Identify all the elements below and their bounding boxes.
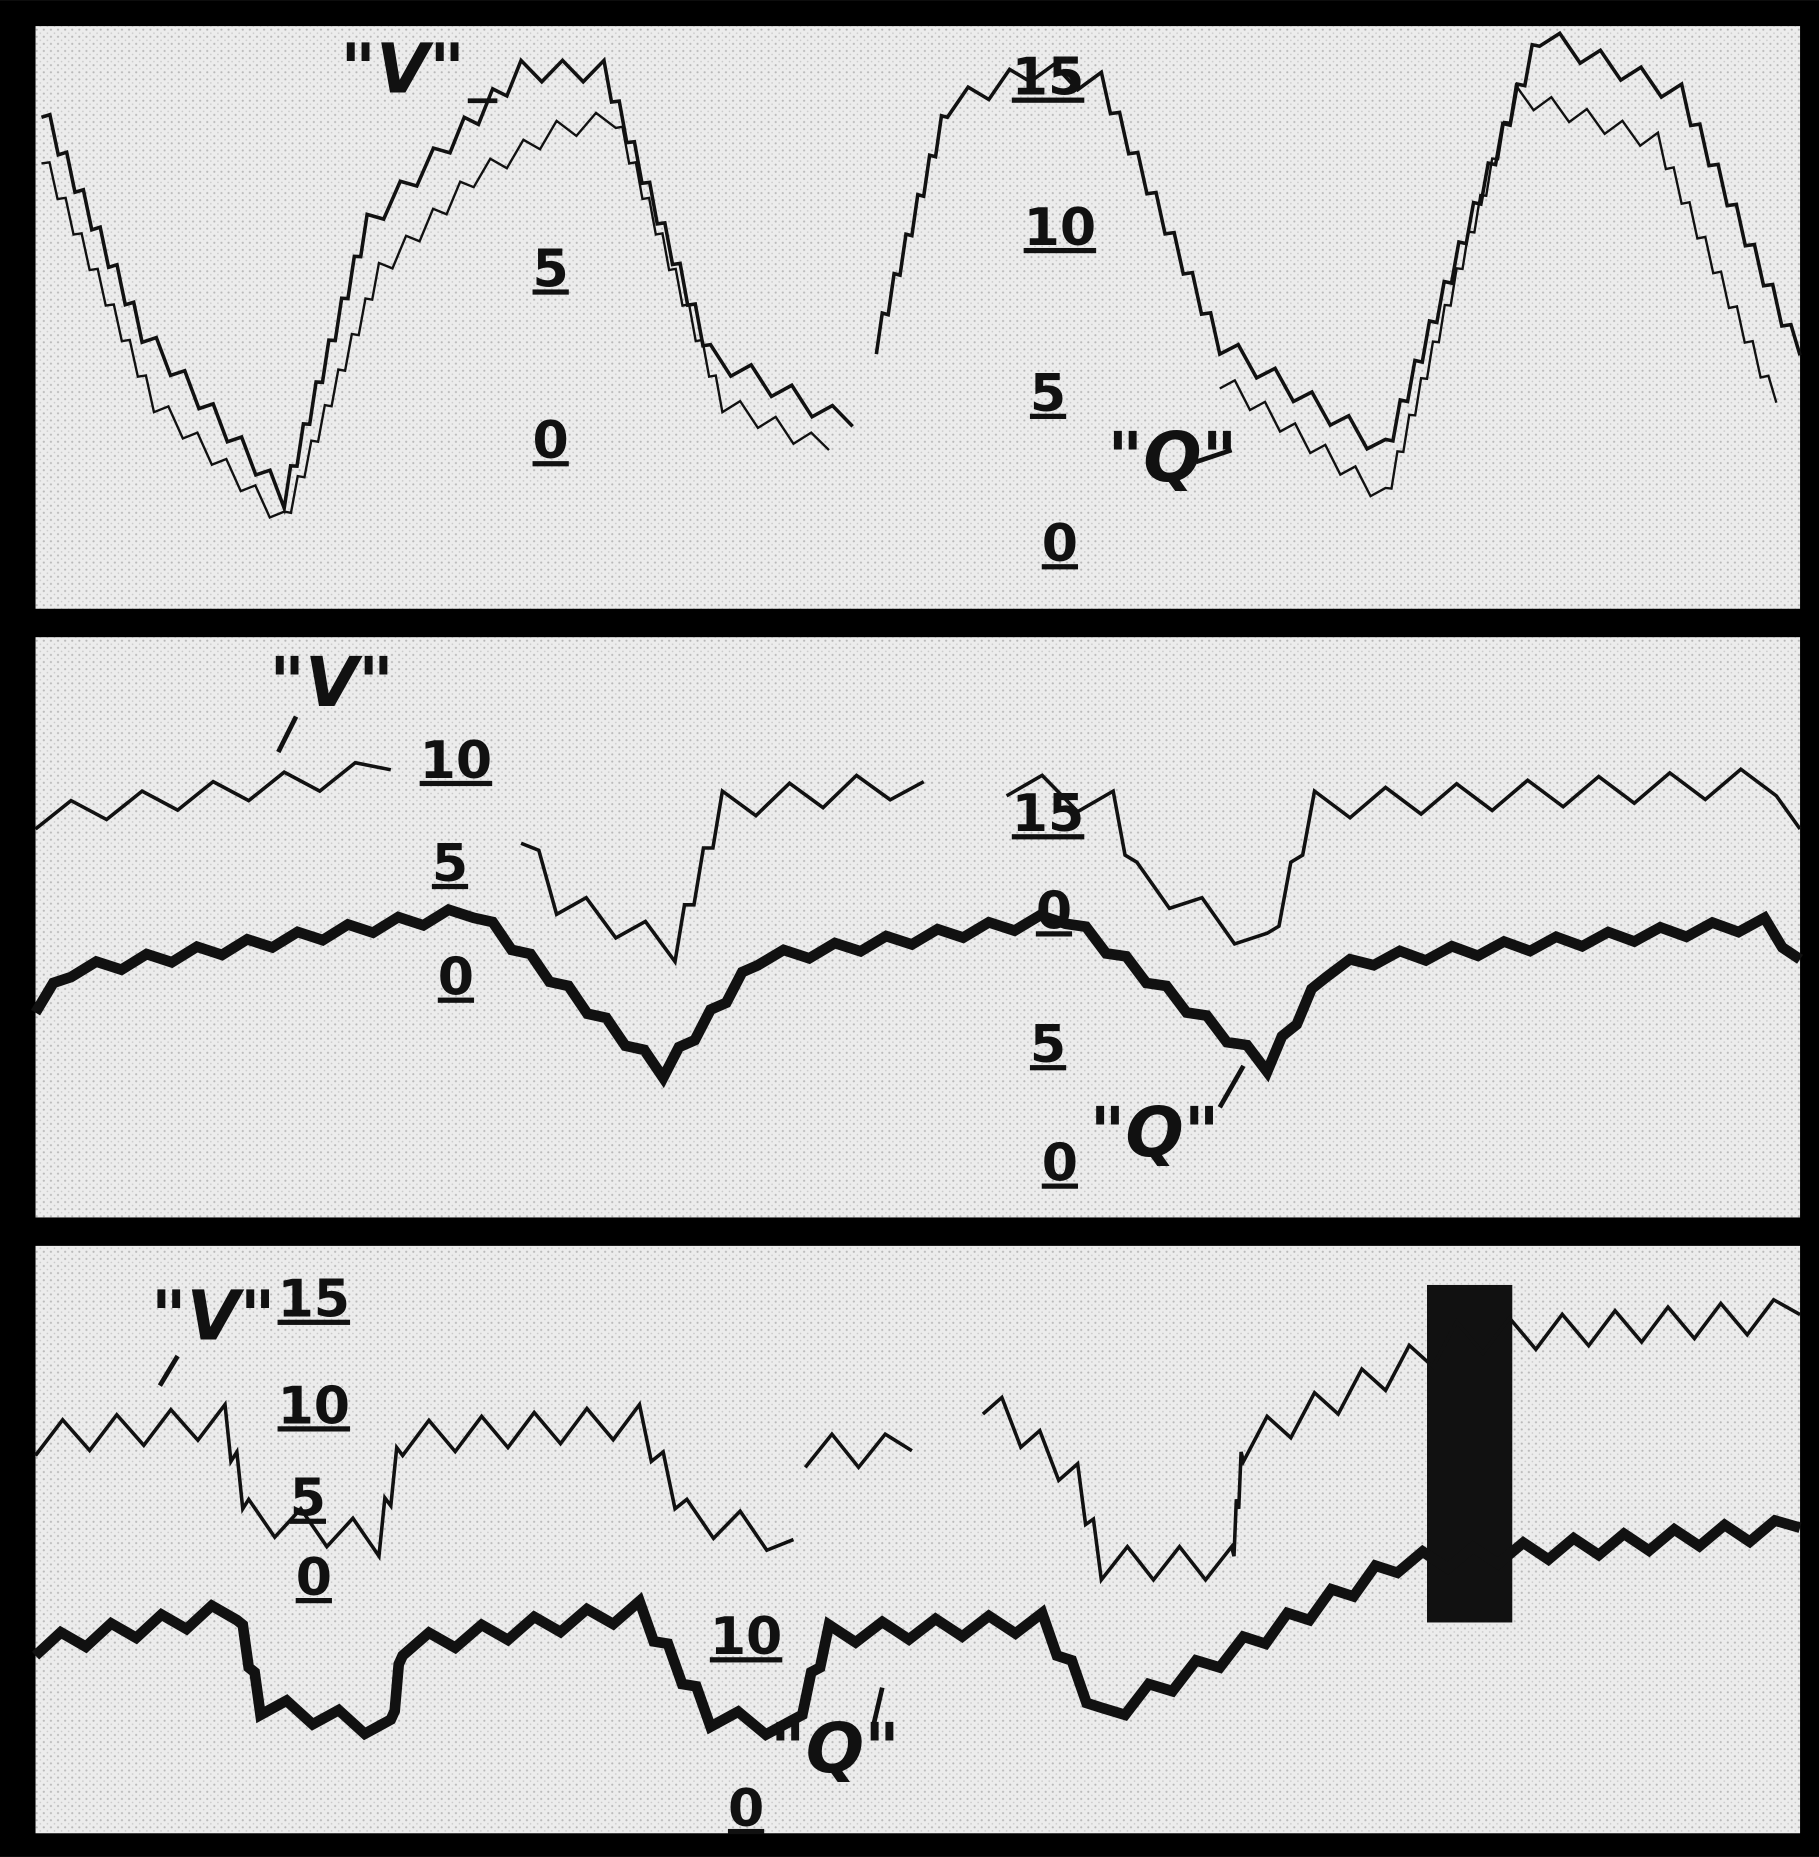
scale-label: 0 xyxy=(1042,514,1078,574)
wave-marker: "V" xyxy=(151,1277,276,1357)
wave-marker: "Q" xyxy=(1107,418,1237,498)
scale-label: 5 xyxy=(1030,1015,1066,1075)
scale-label: 0 xyxy=(296,1548,332,1608)
scale-label: 0 xyxy=(728,1779,764,1839)
scale-label: 0 xyxy=(1042,1134,1078,1194)
scale-label: 10 xyxy=(710,1607,783,1667)
scale-label: 5 xyxy=(290,1469,326,1529)
scale-label: 10 xyxy=(278,1376,351,1436)
recording-figure: "V" "Q" 5 0 15 10 5 0 "V" "Q" 10 5 0 15 0 5 0 "V" "Q" 15 10 5… xyxy=(0,0,1819,1857)
panel-bg xyxy=(36,26,1801,609)
scale-label: 0 xyxy=(1036,881,1072,941)
scale-label: 0 xyxy=(533,411,569,471)
wave-marker: "V" xyxy=(269,643,394,723)
wave-marker: "Q" xyxy=(770,1709,900,1789)
scale-label: 10 xyxy=(1024,198,1096,258)
wave-marker: "V" xyxy=(340,30,465,110)
scale-label: 0 xyxy=(438,948,474,1008)
scale-label: 5 xyxy=(432,834,468,894)
scale-label: 15 xyxy=(278,1270,351,1330)
scale-label: 5 xyxy=(533,239,569,299)
scale-label: 10 xyxy=(420,731,493,791)
scale-label: 15 xyxy=(1012,784,1085,844)
scale-label: 15 xyxy=(1012,48,1085,108)
scale-label: 5 xyxy=(1030,364,1066,424)
wave-marker: "Q" xyxy=(1090,1093,1220,1173)
panel-bg xyxy=(36,1246,1801,1833)
